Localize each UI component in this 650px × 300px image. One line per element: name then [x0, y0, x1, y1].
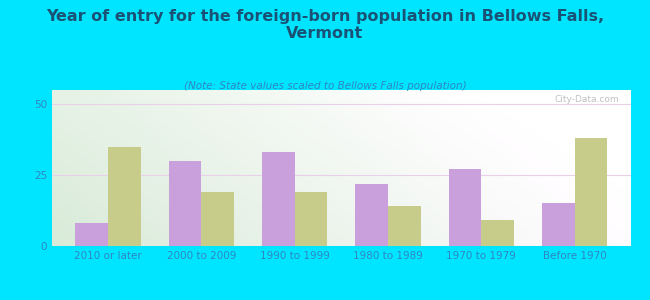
Bar: [542, 203, 575, 246]
Bar: [202, 192, 234, 246]
Bar: [575, 138, 607, 246]
Bar: [356, 184, 388, 246]
Bar: [168, 161, 202, 246]
Legend: Bellows Falls, Vermont: Bellows Falls, Vermont: [234, 298, 448, 300]
Bar: [294, 192, 327, 246]
Text: Year of entry for the foreign-born population in Bellows Falls,
Vermont: Year of entry for the foreign-born popul…: [46, 9, 604, 41]
Text: City-Data.com: City-Data.com: [554, 95, 619, 104]
Bar: [481, 220, 514, 246]
Bar: [388, 206, 421, 246]
Bar: [108, 147, 140, 246]
Bar: [75, 223, 108, 246]
Bar: [448, 169, 481, 246]
Bar: [262, 152, 294, 246]
Text: (Note: State values scaled to Bellows Falls population): (Note: State values scaled to Bellows Fa…: [184, 81, 466, 91]
